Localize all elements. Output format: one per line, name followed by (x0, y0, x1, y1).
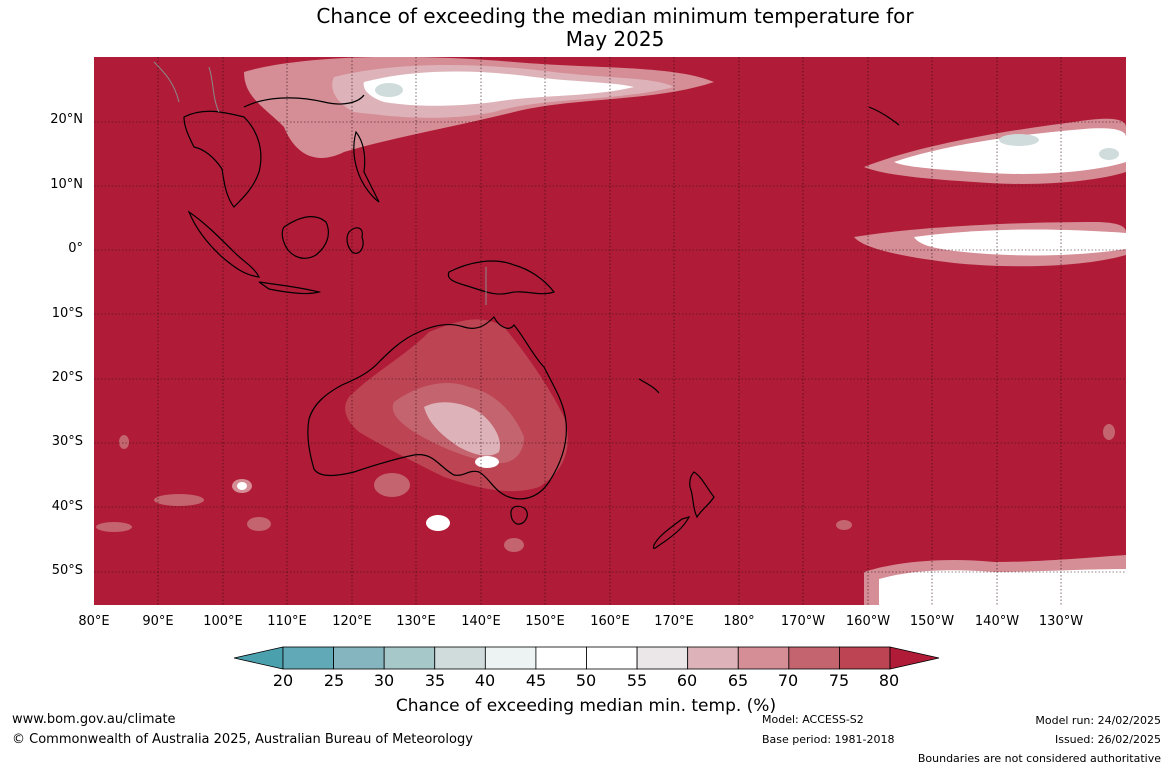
indochina-coastline (183, 110, 262, 208)
footer-base-period: Base period: 1981-2018 (762, 733, 895, 746)
footer-model-run: Model run: 24/02/2025 (1035, 714, 1161, 727)
equatorial-pacific-low-probability-band (854, 222, 1126, 267)
lat-label-30s: 30°S (51, 434, 83, 449)
lat-label-40s: 40°S (51, 499, 83, 514)
colorbar-tick-30: 30 (373, 671, 395, 690)
colorbar-cell-50 (586, 646, 638, 670)
colorbar-tick-50: 50 (575, 671, 597, 690)
colorbar-cell-40 (484, 646, 537, 670)
lon-label-80e: 80°E (78, 614, 110, 629)
philippines-coastline (353, 130, 380, 203)
new-caledonia-coastline (638, 378, 660, 394)
colorbar-cell-75 (839, 646, 891, 670)
colorbar-tick-35: 35 (424, 671, 446, 690)
country-borders (153, 61, 487, 305)
lat-label-20s: 20°S (51, 370, 83, 385)
title-line-2: May 2025 (565, 27, 665, 51)
lon-label-110e: 110°E (267, 614, 307, 629)
north-pacific-low-probability-band (244, 57, 714, 158)
lon-label-170e: 170°E (654, 614, 694, 629)
lon-label-140w: 140°W (974, 614, 1020, 629)
lat-label-10n: 10°N (50, 177, 83, 192)
colorbar-cell-65 (737, 646, 790, 670)
colorbar-cell-35 (434, 646, 486, 670)
colorbar (234, 646, 940, 670)
lon-label-90e: 90°E (142, 614, 174, 629)
sulawesi-coastline (346, 227, 364, 254)
borneo-coastline (281, 215, 329, 259)
colorbar-cell-25 (333, 646, 385, 670)
lat-label-0: 0° (68, 241, 83, 256)
colorbar-cell-60 (687, 646, 739, 670)
colorbar-cell-20 (282, 646, 334, 670)
lon-label-160e: 160°E (590, 614, 630, 629)
colorbar-low-extend (234, 646, 284, 670)
lon-label-130w: 130°W (1038, 614, 1084, 629)
south-pacific-low-probability-band (864, 555, 1126, 605)
sumatra-coastline (187, 210, 261, 278)
australia-interior-pattern (345, 319, 568, 492)
title-line-1: Chance of exceeding the median minimum t… (316, 4, 914, 28)
colorbar-tick-20: 20 (272, 671, 294, 690)
lon-label-170w: 170°W (780, 614, 826, 629)
colorbar-tick-65: 65 (727, 671, 749, 690)
lon-label-100e: 100°E (203, 614, 243, 629)
graticule (94, 57, 1126, 605)
new-zealand-north-coastline (689, 471, 715, 519)
map-canvas (94, 57, 1126, 605)
colorbar-tick-40: 40 (474, 671, 496, 690)
lat-label-20n: 20°N (50, 112, 83, 127)
java-coastline (258, 281, 322, 295)
colorbar-tick-70: 70 (777, 671, 799, 690)
coastlines (183, 94, 900, 550)
scattered-low-probability-patches (96, 424, 1115, 552)
lon-label-150w: 150°W (909, 614, 955, 629)
lat-label-50s: 50°S (51, 563, 83, 578)
map-title: Chance of exceeding the median minimum t… (0, 5, 1173, 51)
lon-label-140e: 140°E (461, 614, 501, 629)
lat-label-10s: 10°S (51, 306, 83, 321)
lon-label-120e: 120°E (332, 614, 372, 629)
tasmania-coastline (510, 505, 528, 525)
lon-label-180: 180° (723, 614, 755, 629)
colorbar-high-extend (889, 646, 940, 670)
probability-map (94, 57, 1126, 605)
footer-disclaimer: Boundaries are not considered authoritat… (917, 752, 1161, 765)
colorbar-tick-45: 45 (525, 671, 547, 690)
colorbar-tick-25: 25 (323, 671, 345, 690)
colorbar-tick-60: 60 (676, 671, 698, 690)
footer-issued: Issued: 26/02/2025 (1054, 733, 1161, 746)
new-guinea-coastline (447, 260, 555, 295)
footer-copyright: © Commonwealth of Australia 2025, Austra… (12, 732, 473, 747)
china-coastline (243, 94, 365, 108)
lon-label-160w: 160°W (845, 614, 891, 629)
colorbar-tick-75: 75 (828, 671, 850, 690)
colorbar-tick-80: 80 (878, 671, 900, 690)
footer-model: Model: ACCESS-S2 (762, 713, 864, 726)
australia-coastline (307, 315, 567, 500)
lon-label-130e: 130°E (396, 614, 436, 629)
central-pacific-low-probability-band (864, 118, 1126, 184)
hawaii-coastline (868, 106, 900, 126)
colorbar-cells (282, 646, 891, 670)
colorbar-cell-70 (788, 646, 840, 670)
colorbar-cell-55 (636, 646, 689, 670)
footer-url: www.bom.gov.au/climate (12, 712, 176, 727)
colorbar-cell-30 (383, 646, 436, 670)
lon-label-150e: 150°E (525, 614, 565, 629)
colorbar-label: Chance of exceeding median min. temp. (%… (395, 696, 777, 716)
new-zealand-south-coastline (652, 516, 691, 550)
colorbar-tick-55: 55 (626, 671, 648, 690)
colorbar-cell-45 (535, 646, 587, 670)
